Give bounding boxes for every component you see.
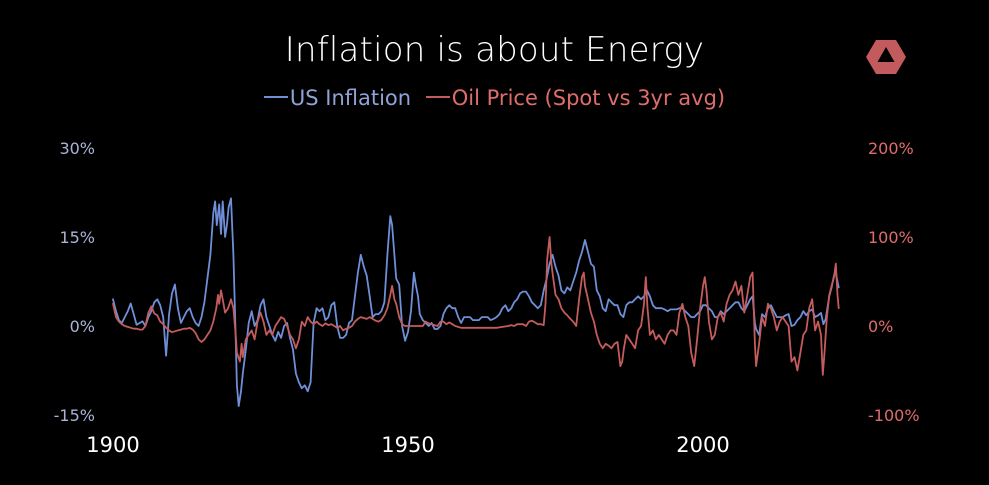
legend-item-us-inflation[interactable]: US Inflation [263,86,412,110]
x-tick-label: 1900 [86,433,139,457]
legend-label-us-inflation: US Inflation [289,86,412,110]
y-right-tick-label: -100% [868,406,920,425]
hexagon-logo-icon [866,40,906,74]
legend-item-oil-price[interactable]: Oil Price (Spot vs 3yr avg) [425,86,726,110]
series-line-us-inflation [112,197,840,407]
y-right-tick-label: 0% [868,317,893,336]
x-tick-label: 1950 [381,433,434,457]
y-right-tick-label: 200% [868,139,914,158]
y-left-tick-label: 0% [70,317,95,336]
legend-swatch-us-inflation [263,96,288,98]
legend-swatch-oil-price [425,96,450,98]
x-tick-label: 2000 [676,433,729,457]
x-axis: 1900 1950 2000 [86,433,729,457]
chart-title: Inflation is about Energy [284,30,705,70]
y-axis-left: 30% 15% 0% -15% [54,139,95,425]
legend: US Inflation Oil Price (Spot vs 3yr avg) [0,86,989,110]
y-axis-right: 200% 100% 0% -100% [868,139,920,425]
y-right-tick-label: 100% [868,228,914,247]
series-line-oil-price [112,236,840,376]
series-layer [112,197,840,407]
legend-label-oil-price: Oil Price (Spot vs 3yr avg) [451,86,726,110]
y-left-tick-label: -15% [54,406,95,425]
y-left-tick-label: 15% [59,228,95,247]
y-left-tick-label: 30% [59,139,95,158]
